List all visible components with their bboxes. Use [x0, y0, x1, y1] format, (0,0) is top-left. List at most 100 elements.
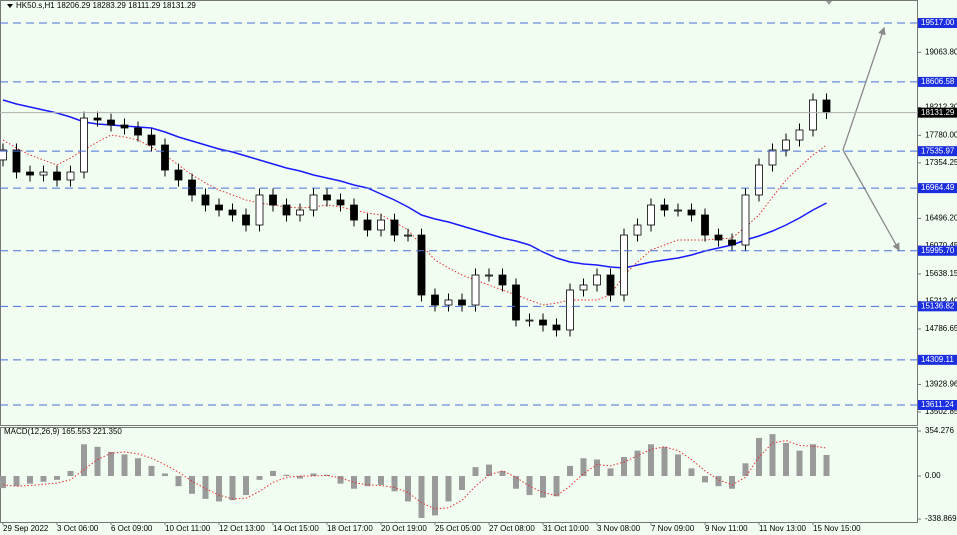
- x-tick-label: 3 Nov 08:00: [597, 524, 641, 533]
- level-label: 16964.49: [921, 183, 955, 192]
- y-tick-label: 16496.20: [925, 214, 957, 223]
- macd-bar: [175, 476, 182, 487]
- menu-arrow: [7, 4, 13, 8]
- y-tick-label: 17354.25: [925, 158, 957, 167]
- candle-body: [363, 219, 372, 231]
- candle-body: [120, 124, 129, 129]
- candle-body: [404, 234, 412, 237]
- y-tick-label: 13928.96: [925, 380, 957, 389]
- level-box: [918, 146, 957, 157]
- candle-body: [282, 204, 291, 216]
- macd-bar: [324, 474, 330, 477]
- macd-bar: [54, 476, 60, 480]
- candle-body: [471, 274, 480, 306]
- candle-body: [12, 149, 21, 173]
- macd-bar: [67, 470, 74, 477]
- macd-bar: [661, 446, 668, 477]
- macd-bar: [135, 458, 141, 477]
- y-tick-label: -338.869: [925, 514, 957, 523]
- candle-body: [755, 164, 763, 196]
- forecast-arrows: [842, 26, 900, 252]
- macd-bar: [472, 467, 479, 477]
- y-tick-label: 13502.85: [925, 407, 957, 416]
- macd-bar: [405, 476, 411, 502]
- candle-body: [93, 117, 102, 121]
- candle-body: [242, 214, 250, 226]
- candle-body: [309, 194, 318, 211]
- candle-body: [255, 194, 264, 226]
- level-label: 15995.70: [921, 246, 955, 255]
- candle-body: [39, 171, 48, 176]
- candle-body: [525, 319, 534, 322]
- macd-panel: [0, 427, 918, 523]
- y-tick-label: 19063.80: [925, 47, 957, 56]
- macd-bar: [256, 476, 263, 480]
- candle-body: [633, 224, 642, 236]
- macd-bar: [499, 470, 506, 477]
- x-tick-label: 25 Oct 05:00: [435, 524, 481, 533]
- level-box: [918, 301, 957, 312]
- macd-bar: [162, 473, 168, 477]
- macd-bar: [121, 454, 128, 477]
- candle-body: [188, 179, 196, 196]
- chart-title: HK50.s,H1 18206.29 18283.29 18111.29 181…: [16, 1, 196, 10]
- macd-bar: [580, 458, 587, 477]
- x-tick-label: 20 Oct 19:00: [381, 524, 427, 533]
- macd-bar: [567, 465, 573, 477]
- macd-bar: [796, 450, 803, 477]
- candle-body: [512, 284, 520, 321]
- macd-bar: [742, 463, 749, 477]
- candle-body: [53, 171, 61, 181]
- macd-bar: [445, 476, 452, 502]
- candle-body: [0, 149, 7, 161]
- macd-bar: [216, 476, 222, 502]
- candle-body: [444, 299, 453, 306]
- macd-bar: [432, 476, 438, 516]
- y-tick-label: 15212.40: [925, 297, 957, 306]
- x-tick-label: 3 Oct 06:00: [57, 524, 99, 533]
- macd-bar: [270, 470, 276, 477]
- x-tick-label: 15 Nov 15:00: [813, 524, 861, 533]
- plot: [0, 22, 918, 518]
- x-tick-label: 18 Oct 17:00: [327, 524, 373, 533]
- macd-title: MACD(12,26,9) 165.553 221.350: [4, 427, 122, 436]
- macd-bar: [675, 454, 681, 477]
- candle-body: [728, 239, 736, 246]
- candle-body: [417, 234, 426, 296]
- x-tick-label: 6 Oct 09:00: [111, 524, 153, 533]
- y-tick-label: 16070.45: [925, 241, 957, 250]
- y-tick-label: 18212.30: [925, 103, 957, 112]
- candle-body: [107, 119, 115, 126]
- macd-bar: [823, 454, 830, 477]
- candle-body: [134, 127, 142, 136]
- candle-body: [768, 149, 777, 166]
- x-tick-label: 14 Oct 15:00: [273, 524, 319, 533]
- current-price-box: [918, 107, 957, 118]
- macd-bar: [810, 444, 816, 477]
- candle-body: [795, 129, 804, 141]
- macd-bar: [486, 464, 492, 477]
- candle-body: [822, 99, 831, 114]
- candle-body: [431, 294, 439, 306]
- candle-body: [674, 209, 682, 212]
- macd-bar: [202, 476, 209, 499]
- candle-body: [593, 274, 601, 286]
- candle-body: [701, 214, 709, 236]
- candle-body: [66, 171, 75, 181]
- level-box: [918, 354, 957, 365]
- macd-bar: [283, 474, 290, 477]
- candle-body: [620, 234, 628, 296]
- macd-bar: [27, 476, 33, 484]
- y-tick-label: 17780.00: [925, 130, 957, 139]
- candle-body: [228, 209, 237, 216]
- macd-bar: [391, 476, 398, 492]
- y-tick-label: 15638.15: [925, 269, 957, 278]
- candle-body: [782, 139, 790, 151]
- x-tick-label: 31 Oct 10:00: [543, 524, 589, 533]
- level-box: [918, 399, 957, 410]
- macd-bar: [40, 476, 47, 482]
- level-label: 18606.58: [921, 77, 955, 86]
- x-tick-label: 29 Sep 2022: [3, 524, 49, 533]
- candle-body: [552, 324, 561, 331]
- macd-bar: [378, 476, 384, 485]
